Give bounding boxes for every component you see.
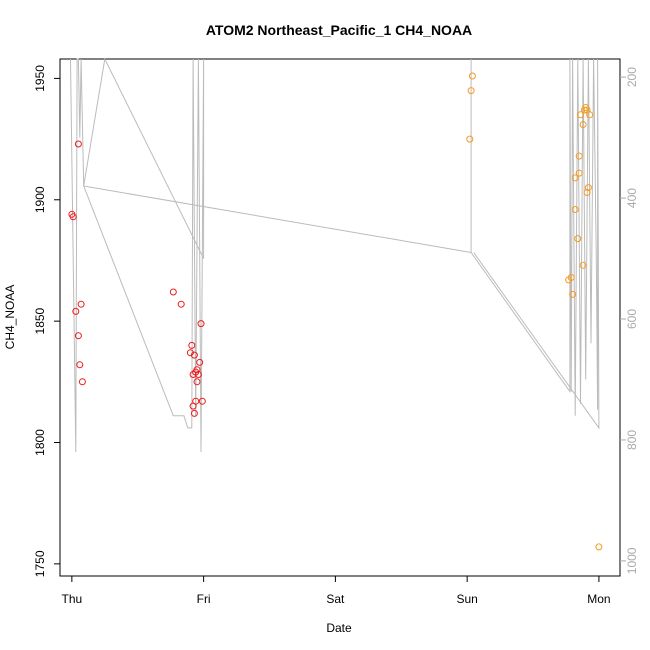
y-tick-label: 1850: [33, 307, 47, 334]
data-point-orange: [575, 169, 583, 177]
data-point-orange: [577, 111, 584, 119]
data-point-orange: [467, 87, 475, 95]
data-point-orange: [583, 189, 591, 196]
data-point-red: [78, 378, 86, 386]
y2-tick-label: 400: [625, 188, 639, 208]
data-points-layer: [68, 72, 603, 551]
data-point-red: [69, 213, 77, 221]
y-tick-label: 1800: [33, 429, 47, 456]
y-axis: 1750 1800 1850 1900 1950: [33, 65, 60, 577]
x-tick-label: Sat: [326, 592, 345, 606]
data-point-orange: [574, 235, 582, 243]
data-point-red: [74, 332, 82, 340]
y2-tick-label: 800: [625, 430, 639, 450]
data-point-red: [190, 351, 198, 359]
y2-axis-right: 200 400 600 800 1000: [620, 67, 639, 574]
data-point-red: [74, 140, 82, 148]
x-tick-label: Thu: [62, 592, 83, 606]
data-point-red: [196, 358, 204, 366]
data-point-red: [76, 361, 84, 369]
data-point-red: [198, 397, 206, 405]
data-point-orange: [579, 261, 587, 269]
data-point-red: [169, 288, 177, 296]
data-point-red: [177, 300, 185, 308]
y2-tick-label: 200: [625, 67, 639, 87]
y2-tick-label: 600: [625, 309, 639, 329]
data-point-red: [193, 378, 201, 386]
data-point-orange: [569, 290, 577, 298]
y2-tick-label: 1000: [625, 547, 639, 574]
chart-title: ATOM2 Northeast_Pacific_1 CH4_NOAA: [206, 22, 472, 38]
x-tick-label: Fri: [197, 592, 211, 606]
data-point-orange: [579, 121, 587, 128]
data-point-red: [193, 366, 201, 374]
y-tick-label: 1900: [33, 186, 47, 213]
data-point-orange: [468, 72, 476, 80]
data-point-orange: [567, 274, 575, 281]
data-point-orange: [595, 543, 603, 551]
data-point-red: [192, 397, 200, 405]
y-tick-label: 1950: [33, 65, 47, 92]
data-point-red: [197, 320, 205, 328]
data-point-orange: [571, 174, 579, 182]
profile-line: [70, 57, 600, 453]
x-axis: Thu Fri Sat Sun Mon: [62, 576, 611, 606]
data-point-orange: [466, 135, 474, 143]
data-point-orange: [571, 206, 579, 213]
data-point-orange: [575, 152, 583, 160]
data-point-orange: [586, 111, 594, 119]
y-tick-label: 1750: [33, 550, 47, 577]
data-point-red: [72, 307, 80, 315]
x-axis-label: Date: [326, 621, 352, 635]
data-point-red: [188, 341, 196, 349]
data-point-red: [77, 300, 85, 308]
plot-area: [59, 58, 621, 577]
data-point-orange: [584, 184, 592, 192]
data-point-red: [194, 371, 202, 378]
x-tick-label: Sun: [456, 592, 477, 606]
y-axis-label: CH4_NOAA: [3, 285, 17, 350]
profile-line-layer: [70, 57, 600, 453]
x-tick-label: Mon: [587, 592, 610, 606]
data-point-red: [190, 409, 198, 417]
